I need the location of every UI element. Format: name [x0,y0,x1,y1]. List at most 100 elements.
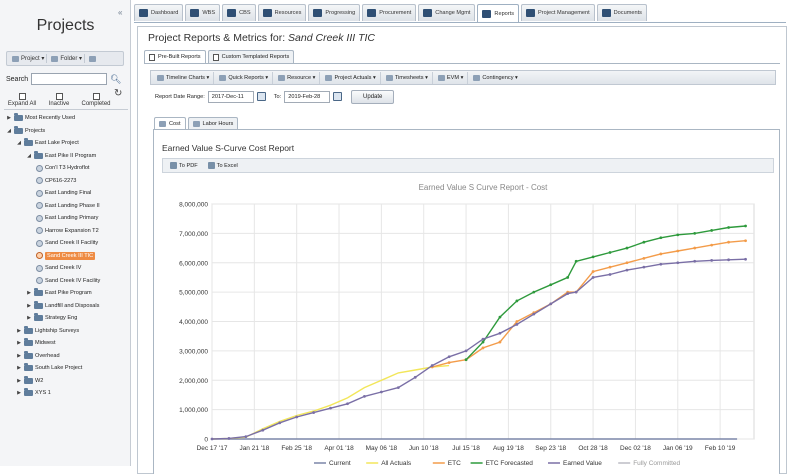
refresh-icon[interactable]: ↻ [114,88,123,99]
sidebar-options-button[interactable] [87,55,98,63]
tab-labor-hours[interactable]: Labor Hours [187,117,239,129]
data-point [515,323,519,326]
tree-project-item[interactable]: Con'l T3 Hydroflot [36,162,90,174]
tab-custom-templated-reports[interactable]: Custom Templated Reports [207,50,295,63]
tree-project-item[interactable]: Sand Creek III TIC [36,250,96,262]
tree-folder-item[interactable]: ▶ Most Recently Used [6,112,75,124]
tree-project-item[interactable]: Sand Creek II Facility [36,237,98,249]
pdf-icon [170,162,177,169]
expand-all-checkbox[interactable]: Expand All [4,93,40,107]
export-pdf-button[interactable]: To PDF [167,162,201,169]
menu-label: Resource ▾ [287,74,316,81]
folder-menu-button[interactable]: Folder ▾ [49,54,86,63]
collapse-arrow-icon[interactable]: ◢ [7,127,11,134]
menu-contingency[interactable]: Contingency ▾ [469,72,521,84]
menu-timesheets[interactable]: Timesheets ▾ [382,71,433,84]
menu-timeline-charts[interactable]: Timeline Charts ▾ [153,71,215,84]
y-tick-label: 2,000,000 [179,378,208,385]
expand-arrow-icon[interactable]: ▶ [27,290,31,296]
tree-item-label: XYS 1 [35,390,51,396]
menu-project-actuals[interactable]: Project Actuals ▾ [321,71,381,84]
expand-arrow-icon[interactable]: ▶ [27,302,31,309]
tree-folder-item[interactable]: ▶ Midwest [16,337,56,349]
calendar-icon[interactable] [256,92,266,101]
search-icon[interactable]: 🔍︎ [110,73,122,84]
calendar-icon[interactable] [333,92,343,101]
tab-pre-built-reports[interactable]: Pre-Built Reports [144,50,206,63]
y-tick-label: 0 [204,437,208,444]
data-point [430,364,434,367]
tree-folder-item[interactable]: ◢ East Pike II Program [26,150,96,162]
nav-tab-procurement[interactable]: Procurement [362,4,417,21]
tree-folder-item[interactable]: ▶ South Lake Project [16,362,82,374]
menu-label: Project Actuals ▾ [334,74,376,81]
x-tick-label: Jan 06 '19 [663,445,693,452]
nav-tab-change-mgmt[interactable]: Change Mgmt [418,4,476,21]
collapse-arrow-icon[interactable]: ◢ [27,152,31,159]
nav-tab-reports[interactable]: Reports [477,4,520,23]
tree-folder-item[interactable]: ▶ XYS 1 [16,387,51,399]
tree-project-item[interactable]: East Landing Phase II [36,200,100,212]
nav-tab-cbs[interactable]: CBS [222,4,256,21]
expand-arrow-icon[interactable]: ▶ [17,377,21,384]
data-point [676,261,680,265]
expand-arrow-icon[interactable]: ▶ [27,315,31,321]
project-menu-label: Project ▾ [21,56,45,62]
menu-icon [437,74,445,81]
nav-tab-progressing[interactable]: Progressing [308,4,361,21]
tab-cost-label: Cost [169,120,181,127]
expand-arrow-icon[interactable]: ▶ [17,352,21,359]
tree-project-item[interactable]: East Landing Final [36,187,91,199]
collapse-arrow-icon[interactable]: ◢ [17,140,21,146]
date-to-input[interactable]: 2019-Feb-28 [284,90,331,103]
inactive-box[interactable] [55,93,63,100]
tree-project-item[interactable]: CP616-2273 [36,175,76,187]
completed-box[interactable] [92,93,100,100]
tree-folder-item[interactable]: ◢ Projects [6,125,45,137]
inactive-checkbox[interactable]: Inactive [41,93,77,107]
expand-arrow-icon[interactable]: ▶ [17,340,21,346]
tree-folder-item[interactable]: ▶ Landfill and Disposals [26,300,99,312]
menu-quick-reports[interactable]: Quick Reports ▾ [215,71,274,84]
tree-folder-item[interactable]: ▶ Lightship Surveys [16,325,79,337]
tree-project-item[interactable]: Harrow Expansion T2 [36,225,99,237]
tree-folder-item[interactable]: ▶ Overhead [16,350,60,362]
data-point [625,261,629,265]
date-to-label: To: [273,93,282,100]
export-excel-button[interactable]: To Excel [205,162,241,169]
update-button[interactable]: Update [351,89,395,104]
nav-tab-project-management[interactable]: Project Management [521,4,595,21]
data-point [574,259,578,263]
tree-project-item[interactable]: Sand Creek IV Facility [36,275,100,287]
nav-tab-dashboard[interactable]: Dashboard [134,4,184,21]
expand-arrow-icon[interactable]: ▶ [7,115,11,121]
tab-custom-label: Custom Templated Reports [221,54,290,60]
expand-arrow-icon[interactable]: ▶ [17,390,21,396]
expand-all-box[interactable] [18,93,26,100]
tree-folder-item[interactable]: ▶ Strategy Eng [26,312,77,324]
search-input[interactable] [31,73,107,85]
tab-cost[interactable]: Cost [154,117,186,129]
tree-folder-item[interactable]: ◢ East Lake Project [16,137,79,149]
menu-resource[interactable]: Resource ▾ [274,71,321,84]
expand-arrow-icon[interactable]: ▶ [17,327,21,334]
project-management-icon [526,9,536,17]
tab-pre-built-label: Pre-Built Reports [158,54,201,60]
project-name: Sand Creek III TIC [288,32,375,44]
project-menu-button[interactable]: Project ▾ [10,54,48,63]
collapse-sidebar-icon[interactable]: « [118,8,123,17]
completed-checkbox[interactable]: Completed [78,93,114,107]
expand-arrow-icon[interactable]: ▶ [17,365,21,371]
excel-icon [207,162,215,169]
y-tick-label: 7,000,000 [179,231,208,238]
nav-tab-wbs[interactable]: WBS [185,4,221,21]
tree-project-item[interactable]: East Landing Primary [36,212,98,224]
nav-tab-resources[interactable]: Resources [257,4,307,21]
tree-folder-item[interactable]: ▶ East Pike Program [26,287,92,299]
menu-evm[interactable]: EVM ▾ [434,71,469,84]
date-from-input[interactable]: 2017-Dec-11 [207,90,254,103]
tree-folder-item[interactable]: ▶ W2 [16,375,43,387]
nav-tab-documents[interactable]: Documents [596,4,647,21]
page-title-prefix: Project Reports & Metrics for: [148,32,286,44]
tree-project-item[interactable]: Sand Creek IV [36,262,81,274]
